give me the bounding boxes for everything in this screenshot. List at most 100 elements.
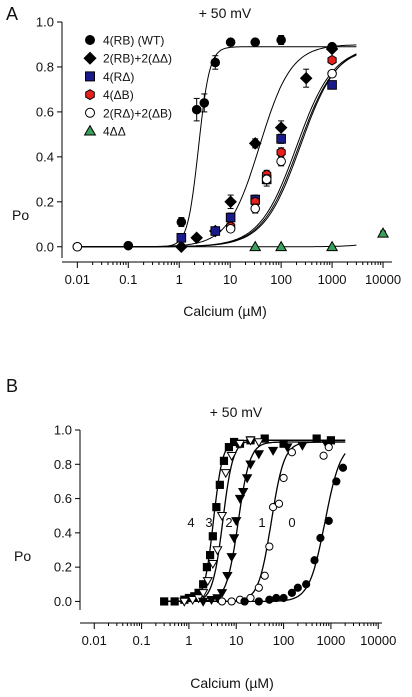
x-tick-label: 10000 bbox=[360, 633, 396, 648]
data-point bbox=[274, 499, 284, 508]
data-point bbox=[234, 494, 246, 504]
data-point bbox=[265, 542, 274, 551]
data-point bbox=[324, 516, 333, 525]
data-point bbox=[310, 556, 319, 565]
curve-label: 2 bbox=[225, 515, 232, 530]
data-point bbox=[123, 240, 134, 251]
data-point bbox=[176, 217, 187, 227]
fit-curve bbox=[77, 244, 357, 248]
data-point bbox=[245, 436, 256, 446]
y-tick-label: 0.4 bbox=[54, 525, 72, 540]
data-point bbox=[254, 583, 263, 592]
data-point bbox=[197, 597, 209, 607]
y-tick-label: 0.0 bbox=[36, 239, 54, 254]
data-point bbox=[326, 240, 339, 252]
data-point bbox=[202, 563, 212, 572]
curve-label: 1 bbox=[258, 515, 265, 530]
y-tick-label: 0.2 bbox=[54, 560, 72, 575]
x-tick-label: 1 bbox=[185, 633, 192, 648]
y-tick-label: 1.0 bbox=[54, 423, 72, 438]
data-point bbox=[176, 232, 187, 243]
data-point bbox=[215, 480, 224, 489]
x-tick-label: 10000 bbox=[365, 272, 401, 287]
data-point bbox=[287, 588, 297, 597]
y-tick-label: 0.0 bbox=[54, 594, 72, 609]
data-point bbox=[276, 156, 286, 167]
data-point bbox=[179, 597, 190, 607]
y-tick-label: 0.8 bbox=[54, 457, 72, 472]
data-point bbox=[219, 456, 229, 465]
y-tick-label: 0.2 bbox=[36, 194, 54, 209]
data-point bbox=[205, 551, 215, 560]
data-point bbox=[187, 595, 198, 606]
data-point bbox=[268, 503, 278, 512]
x-tick-label: 10 bbox=[223, 272, 237, 287]
data-point bbox=[332, 477, 341, 486]
data-point bbox=[226, 451, 237, 462]
legend-marker bbox=[85, 89, 95, 101]
data-point bbox=[245, 460, 256, 470]
data-point bbox=[377, 227, 390, 238]
data-point bbox=[249, 240, 262, 252]
data-point bbox=[160, 597, 169, 606]
data-point bbox=[224, 195, 237, 209]
data-point bbox=[210, 226, 221, 236]
legend-label: 2(RΔ)+2(ΔB) bbox=[103, 106, 172, 120]
data-point bbox=[246, 593, 255, 603]
panel-a-letter: A bbox=[6, 4, 18, 24]
data-point bbox=[265, 595, 274, 604]
panel-a-header: + 50 mV bbox=[199, 5, 252, 21]
data-point bbox=[261, 174, 272, 185]
data-point bbox=[279, 593, 288, 603]
data-point bbox=[220, 469, 231, 479]
x-tick-label: 0.1 bbox=[119, 272, 137, 287]
data-point bbox=[248, 137, 262, 150]
legend-label: 2(RB)+2(ΔΔ) bbox=[103, 52, 172, 66]
x-tick-label: 0.1 bbox=[133, 633, 151, 648]
data-point bbox=[287, 448, 297, 457]
data-point bbox=[275, 240, 288, 252]
data-point bbox=[226, 553, 237, 563]
data-point bbox=[325, 42, 339, 56]
data-point bbox=[327, 68, 337, 79]
legend-label: 4ΔΔ bbox=[103, 125, 126, 139]
data-point bbox=[324, 443, 333, 452]
y-tick-label: 0.4 bbox=[36, 149, 54, 164]
data-point bbox=[250, 203, 261, 214]
data-point bbox=[276, 147, 286, 158]
data-point bbox=[222, 571, 233, 582]
panel-b-letter: B bbox=[6, 376, 18, 396]
data-point bbox=[206, 595, 217, 606]
data-point bbox=[202, 577, 213, 587]
data-point bbox=[327, 54, 337, 66]
data-point bbox=[299, 71, 313, 85]
curve-label: 0 bbox=[288, 515, 295, 530]
x-tick-label: 0.01 bbox=[65, 272, 90, 287]
panel-a-ylabel: Po bbox=[12, 207, 29, 223]
data-point bbox=[225, 37, 236, 48]
legend-marker bbox=[85, 35, 95, 45]
legend-label: 4(RΔ) bbox=[103, 70, 134, 84]
panel-b-xlabel: Calcium (µM) bbox=[190, 675, 274, 691]
x-tick-label: 100 bbox=[273, 633, 295, 648]
y-tick-label: 0.8 bbox=[36, 59, 54, 74]
data-point bbox=[190, 231, 203, 245]
x-tick-label: 1 bbox=[176, 272, 183, 287]
x-tick-label: 1000 bbox=[318, 272, 347, 287]
data-point bbox=[224, 443, 234, 452]
panel-b-ylabel: Po bbox=[14, 548, 31, 564]
legend-marker bbox=[85, 107, 95, 118]
data-point bbox=[267, 446, 279, 456]
data-point bbox=[274, 121, 288, 134]
data-point bbox=[207, 559, 219, 570]
y-tick-label: 0.6 bbox=[36, 104, 54, 119]
data-point bbox=[338, 463, 348, 472]
data-point bbox=[240, 597, 249, 606]
data-point bbox=[234, 439, 246, 450]
legend-label: 4(ΔB) bbox=[103, 88, 134, 102]
data-point bbox=[212, 503, 221, 512]
data-point bbox=[216, 589, 228, 599]
data-point bbox=[191, 104, 202, 115]
legend-marker bbox=[83, 124, 97, 136]
